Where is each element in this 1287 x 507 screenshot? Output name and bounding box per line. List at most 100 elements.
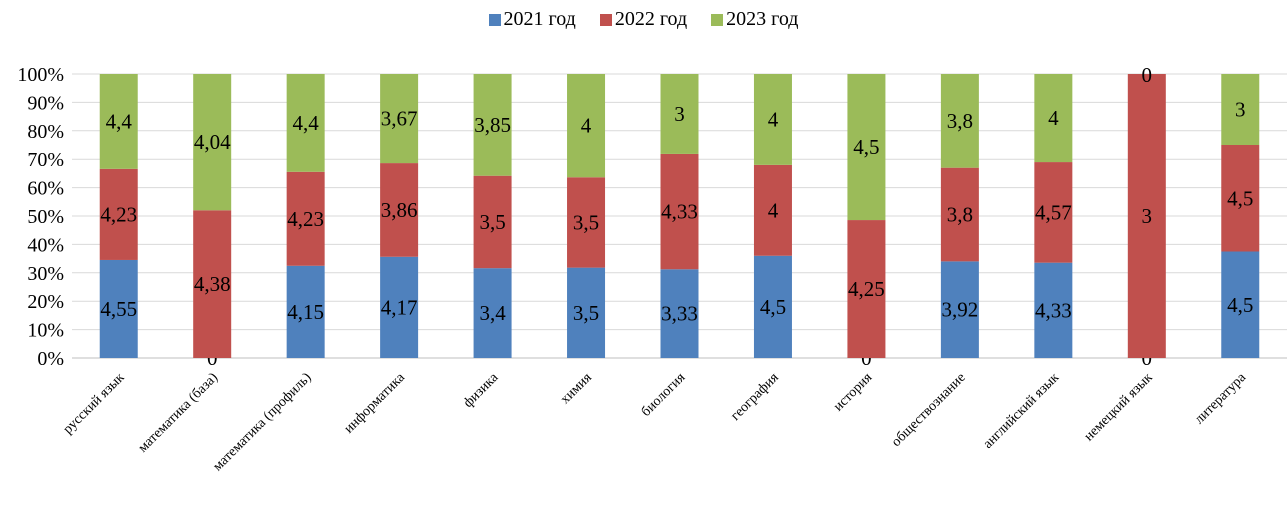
- bar-segment: [473, 268, 512, 358]
- bar-segment: [567, 177, 606, 268]
- bar-segment: [567, 267, 606, 358]
- data-label: 3,92: [942, 298, 979, 322]
- bar-segment: [847, 74, 886, 221]
- y-tick-label: 60%: [27, 178, 64, 200]
- legend-swatch: [599, 13, 612, 26]
- data-label: 3: [674, 102, 685, 126]
- bar-segment: [193, 74, 232, 211]
- data-label: 3,67: [381, 107, 418, 131]
- data-label: 4,5: [760, 295, 786, 319]
- data-label: 4,17: [381, 295, 418, 319]
- category-label: обществознание: [889, 370, 969, 450]
- data-label: 4,33: [661, 200, 698, 224]
- y-tick-label: 10%: [27, 320, 64, 342]
- y-tick-label: 30%: [27, 263, 64, 285]
- bar-segment: [753, 164, 792, 256]
- category-label: география: [728, 370, 782, 424]
- bar-segment: [380, 74, 419, 164]
- bar-segment: [940, 261, 979, 358]
- bar-segment: [380, 256, 419, 358]
- bar-segment: [1034, 74, 1073, 163]
- bar-segment: [1034, 162, 1073, 263]
- data-label: 0: [1142, 63, 1153, 87]
- category-label: немецкий язык: [1082, 370, 1156, 444]
- legend-item: 2022 год: [599, 8, 687, 31]
- bar-segment: [99, 259, 138, 358]
- category-label: математика (профиль): [210, 370, 314, 474]
- bar-segment: [473, 175, 512, 269]
- data-label: 4,5: [853, 135, 879, 159]
- category-label: биология: [639, 370, 689, 420]
- bar-segment: [940, 74, 979, 168]
- data-label: 4,25: [848, 277, 885, 301]
- bar-segment: [1034, 262, 1073, 358]
- bar-segment: [473, 74, 512, 176]
- bar-segment: [286, 265, 325, 358]
- chart-legend: 2021 год 2022 год 2023 год: [0, 8, 1287, 31]
- bar-segment: [1221, 74, 1260, 145]
- data-label: 3,86: [381, 198, 418, 222]
- legend-swatch: [488, 13, 501, 26]
- category-label: физика: [461, 370, 502, 411]
- y-tick-label: 90%: [27, 92, 64, 114]
- data-label: 4: [768, 198, 779, 222]
- y-tick-label: 40%: [27, 234, 64, 256]
- category-label: история: [831, 370, 876, 415]
- legend-swatch: [711, 13, 724, 26]
- y-tick-label: 70%: [27, 149, 64, 171]
- data-label: 4,15: [287, 300, 324, 324]
- data-label: 4,4: [106, 109, 133, 133]
- bar-segment: [99, 74, 138, 169]
- bar-segment: [286, 74, 325, 172]
- bar-segment: [660, 153, 699, 270]
- legend-label: 2021 год: [503, 8, 576, 30]
- bar-segment: [660, 269, 699, 358]
- y-tick-label: 100%: [17, 64, 64, 86]
- data-label: 3,5: [573, 210, 599, 234]
- data-label: 4,55: [100, 297, 137, 321]
- data-label: 4,5: [1227, 186, 1253, 210]
- category-label: информатика: [342, 370, 409, 437]
- data-label: 3,8: [947, 203, 973, 227]
- bar-segment: [1221, 145, 1260, 252]
- data-label: 4: [1048, 106, 1059, 130]
- data-label: 4,23: [100, 202, 137, 226]
- data-label: 4,04: [194, 130, 231, 154]
- legend-item: 2021 год: [488, 8, 576, 31]
- category-label: математика (база): [136, 370, 222, 456]
- legend-label: 2023 год: [726, 8, 799, 30]
- bar-segment: [567, 74, 606, 178]
- data-label: 3,8: [947, 109, 973, 133]
- y-tick-label: 0%: [37, 348, 64, 370]
- data-label: 3,5: [573, 301, 599, 325]
- y-tick-label: 50%: [27, 206, 64, 228]
- bar-segment: [753, 255, 792, 358]
- data-label: 4,33: [1035, 298, 1072, 322]
- y-tick-label: 20%: [27, 291, 64, 313]
- data-label: 4,38: [194, 272, 231, 296]
- bar-segment: [380, 163, 419, 257]
- category-label: русский язык: [61, 370, 128, 437]
- bar-segment: [753, 74, 792, 165]
- category-label: литература: [1192, 370, 1250, 428]
- legend-item: 2023 год: [711, 8, 798, 31]
- data-label: 3,5: [479, 210, 505, 234]
- bar-segment: [1127, 74, 1166, 358]
- bar-segment: [193, 210, 232, 358]
- data-label: 3: [1142, 204, 1153, 228]
- category-label: химия: [558, 370, 595, 407]
- y-tick-label: 80%: [27, 121, 64, 143]
- category-label: английский язык: [981, 370, 1063, 452]
- bar-segment: [99, 168, 138, 260]
- data-label: 4: [581, 114, 592, 138]
- data-label: 4,23: [287, 207, 324, 231]
- data-label: 3,4: [479, 301, 506, 325]
- bar-segment: [847, 220, 886, 358]
- data-label: 4,57: [1035, 200, 1072, 224]
- bar-segment: [286, 171, 325, 266]
- data-label: 3,85: [474, 113, 511, 137]
- bar-segment: [660, 74, 699, 154]
- data-label: 4,4: [293, 111, 320, 135]
- data-label: 3,33: [661, 302, 698, 326]
